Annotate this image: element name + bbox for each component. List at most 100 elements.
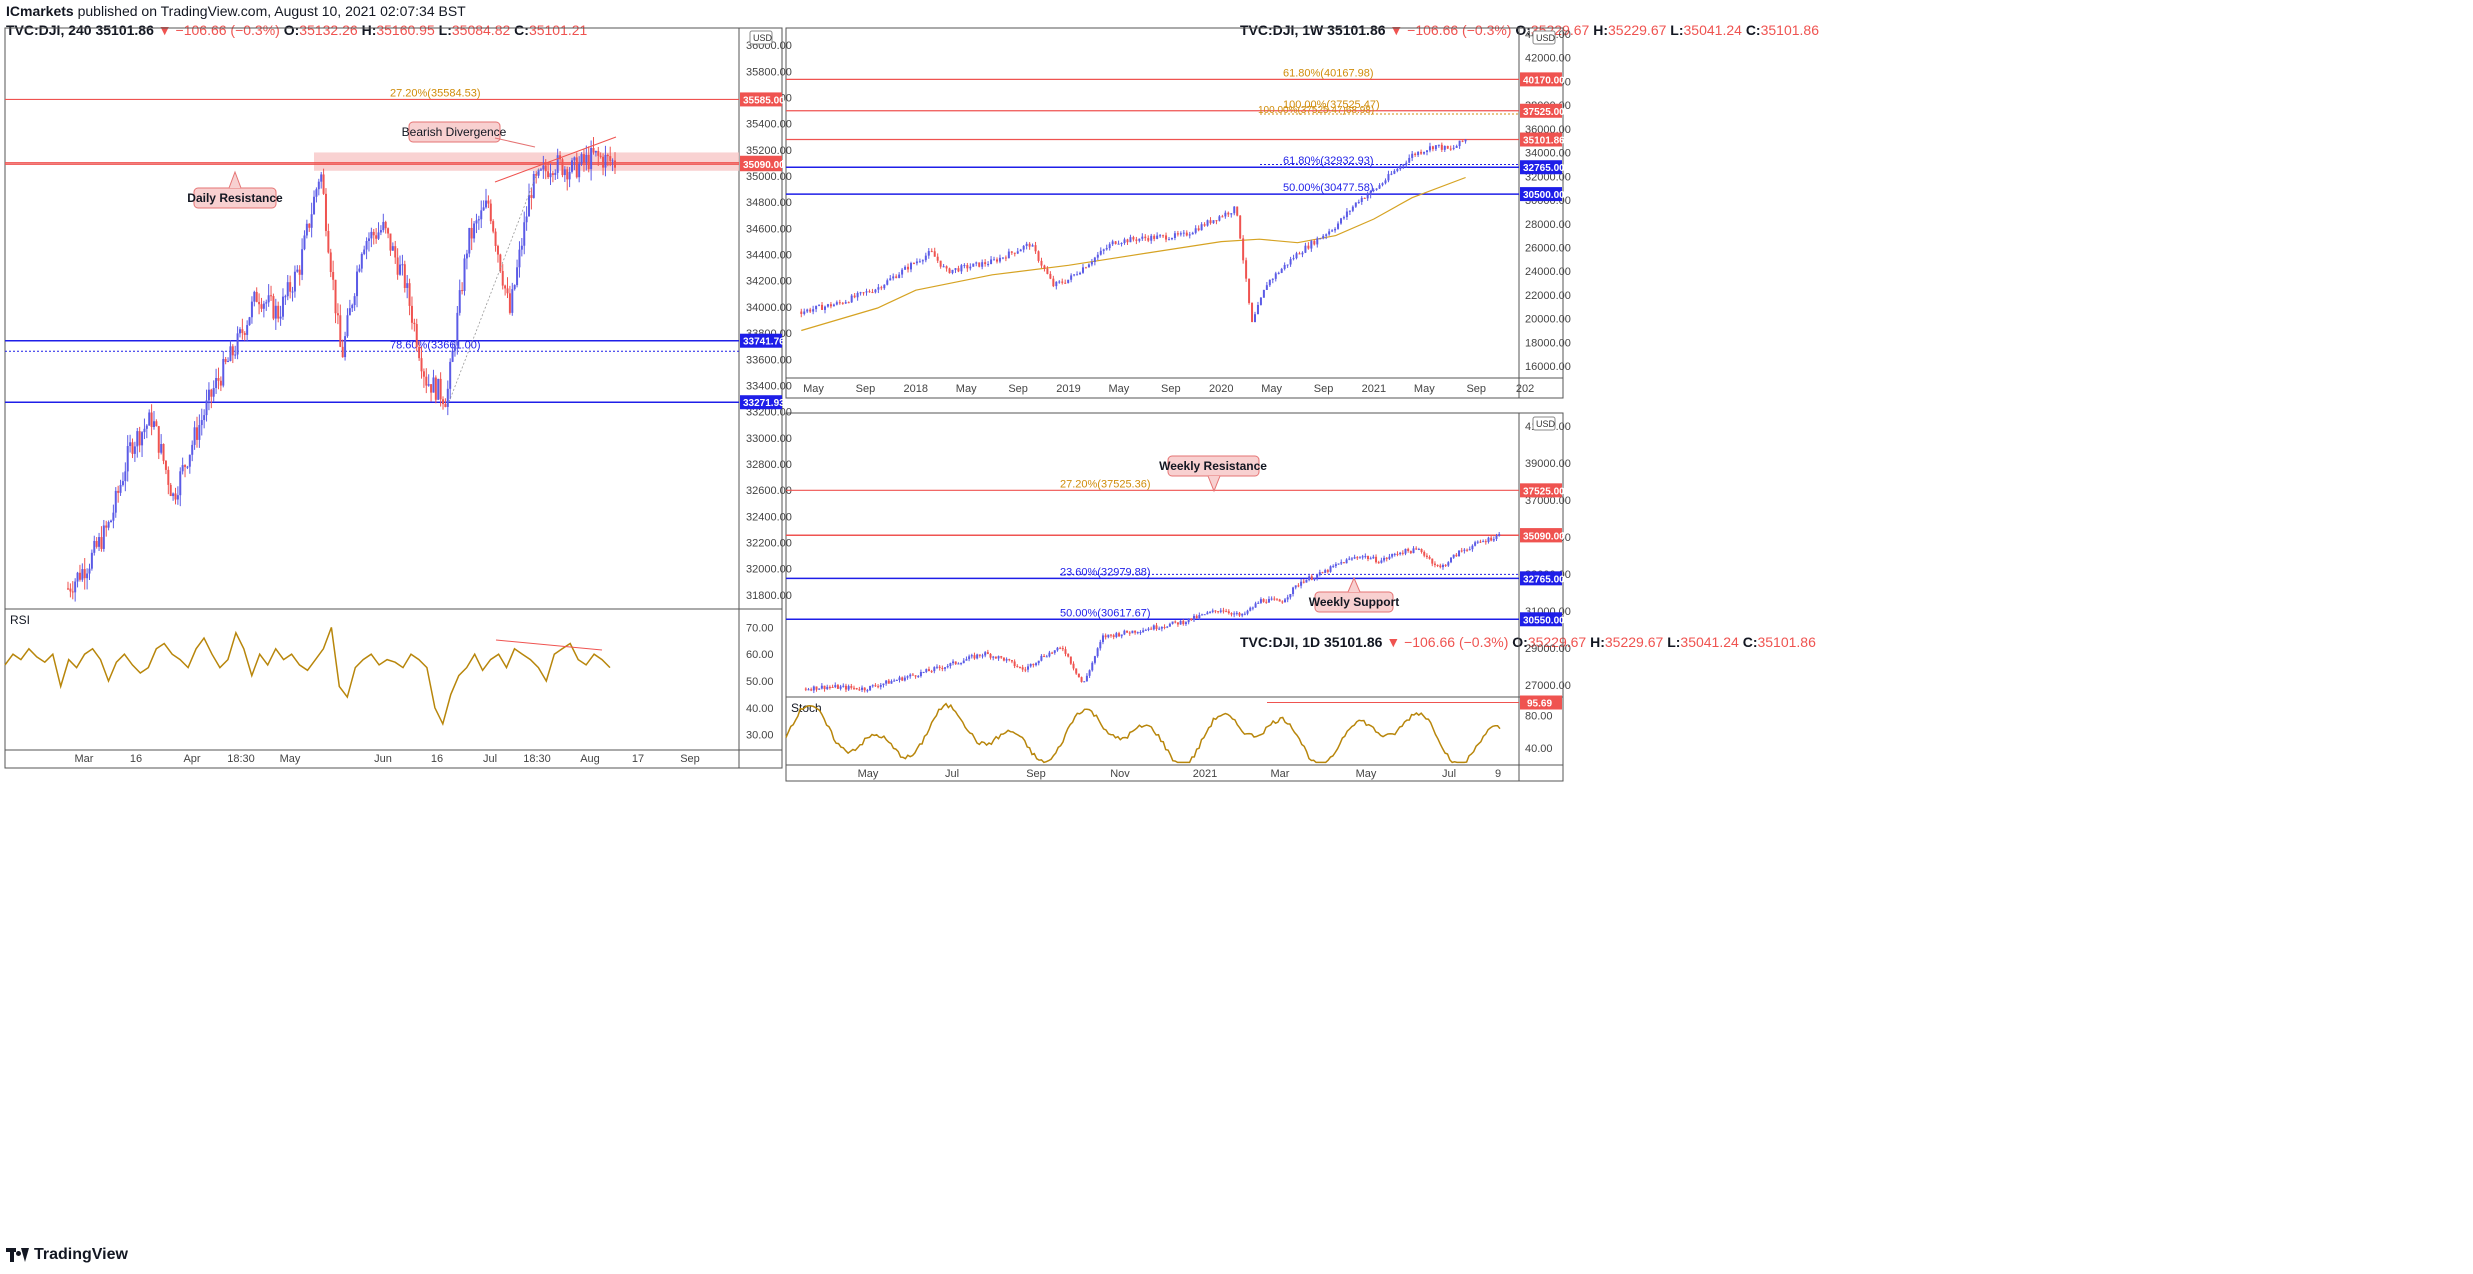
daily-candle-body	[847, 686, 850, 690]
left-candle-body	[597, 150, 600, 156]
left-candle-body	[296, 269, 299, 272]
weekly-candle-body	[1096, 254, 1099, 258]
weekly-candle-body	[821, 304, 824, 310]
daily-candle-body	[906, 676, 909, 678]
left-candle-body	[241, 329, 244, 334]
left-candle-body	[258, 301, 261, 305]
left-candle-body	[518, 249, 521, 268]
daily-candle-body	[1104, 635, 1107, 638]
weekly-candle-body	[1405, 162, 1408, 165]
daily-candle-body	[925, 669, 928, 672]
left-candle-body	[303, 235, 306, 250]
left-candle-body	[138, 431, 141, 446]
left-price: 35101.86	[95, 22, 154, 38]
daily-candle-body	[1201, 614, 1204, 616]
left-h-label: H:	[361, 22, 377, 38]
daily-candle-body	[1334, 564, 1337, 567]
left-candle-body	[176, 495, 179, 500]
daily-candle-body	[1155, 625, 1158, 629]
daily-candle-body	[1045, 656, 1048, 658]
daily-candle-body	[1005, 659, 1008, 661]
weekly-candle-body	[1025, 243, 1028, 246]
daily-candle-body	[992, 656, 995, 658]
left-candle-body	[432, 377, 435, 393]
left-c-label: C:	[514, 22, 529, 38]
weekly-c: 35101.86	[1760, 22, 1819, 38]
left-candle-body	[468, 227, 471, 254]
weekly-candle-body	[990, 259, 993, 264]
daily-candle-body	[810, 689, 813, 691]
left-candle-body	[511, 289, 514, 313]
weekly-candle-body	[1167, 239, 1170, 241]
daily-candle-body	[1010, 660, 1013, 662]
left-x-tick: Apr	[183, 753, 200, 765]
weekly-candle-body	[1105, 248, 1108, 250]
left-y-tick: 32400.00	[746, 511, 792, 523]
daily-candle-body	[1040, 655, 1043, 661]
left-candle-body	[506, 288, 509, 294]
left-candle-body	[167, 469, 170, 485]
left-h: 35160.95	[376, 22, 435, 38]
weekly-candle-body	[1384, 180, 1387, 184]
daily-candle-body	[1187, 618, 1190, 623]
weekly-candle-body	[1159, 235, 1162, 237]
weekly-candle-body	[1396, 169, 1399, 171]
left-candle-body	[131, 442, 134, 454]
tradingview-logo[interactable]: TradingView	[6, 1246, 128, 1264]
weekly-candle-body	[1004, 257, 1007, 259]
left-y-tick: 34800.00	[746, 197, 792, 209]
daily-candle-body	[941, 667, 944, 669]
daily-candle-body	[922, 671, 925, 673]
daily-candle-body	[844, 685, 847, 690]
weekly-candle-body	[901, 269, 904, 275]
daily-candle-body	[1160, 626, 1163, 629]
left-level-label-bg	[740, 157, 782, 172]
weekly-level-label: 40170.00	[1523, 75, 1565, 86]
daily-candle-body	[1000, 656, 1003, 658]
daily-o: 35229.67	[1527, 634, 1587, 650]
daily-resistance-pointer	[228, 170, 242, 189]
left-x-tick: 18:30	[227, 753, 255, 765]
left-candle-body	[74, 581, 77, 593]
daily-candle-body	[1182, 620, 1185, 625]
daily-candle-body	[858, 689, 861, 691]
left-l-label: L:	[438, 22, 452, 38]
weekly-candle-body	[1399, 165, 1402, 170]
daily-candle-body	[1495, 535, 1498, 540]
left-candle-body	[401, 264, 404, 266]
daily-x-tick: Sep	[1026, 768, 1046, 780]
daily-candle-body	[1085, 675, 1088, 682]
weekly-candle-body	[1342, 217, 1345, 219]
weekly-candle-body	[1428, 146, 1431, 151]
daily-candle-body	[1407, 548, 1410, 551]
weekly-candle-body	[838, 302, 841, 304]
left-candle-body	[384, 221, 387, 229]
weekly-candle-body	[895, 276, 898, 278]
daily-candle-body	[976, 654, 979, 659]
weekly-y-tick: 18000.00	[1525, 337, 1571, 349]
weekly-candle-body	[1019, 249, 1022, 252]
daily-candle-body	[1332, 566, 1335, 568]
weekly-candle-body	[1120, 243, 1123, 245]
weekly-candle-body	[978, 262, 981, 267]
rsi-y-tick: 40.00	[746, 703, 774, 715]
weekly-candle-body	[1037, 251, 1040, 261]
weekly-candle-body	[1046, 268, 1049, 274]
daily-y-tick: 37000.00	[1525, 495, 1571, 507]
daily-candle-body	[1321, 572, 1324, 574]
daily-candle-body	[1436, 564, 1439, 566]
daily-candle-body	[1246, 610, 1249, 614]
left-candle-body	[95, 540, 98, 547]
daily-candle-body	[1324, 570, 1327, 573]
weekly-candle-body	[1049, 273, 1052, 279]
left-candle-body	[117, 490, 120, 493]
daily-candle-body	[828, 686, 831, 688]
left-candle-body	[67, 588, 69, 590]
left-level-text: 78.60%(33661.00)	[390, 339, 481, 351]
left-y-tick: 31800.00	[746, 590, 792, 602]
weekly-moving-average	[801, 176, 1466, 332]
weekly-x-tick: 2020	[1209, 383, 1233, 395]
left-candle-body	[324, 193, 327, 231]
daily-candle-body	[973, 655, 976, 659]
